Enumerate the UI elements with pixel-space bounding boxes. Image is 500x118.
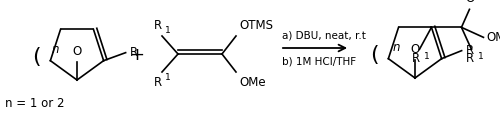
Text: 1: 1: [165, 26, 171, 35]
Text: R: R: [412, 52, 420, 65]
Text: R: R: [154, 19, 162, 32]
Text: 1: 1: [478, 52, 483, 61]
Text: 1: 1: [424, 52, 429, 61]
Text: O: O: [410, 43, 420, 56]
Text: n: n: [393, 41, 400, 54]
Text: (: (: [32, 47, 40, 67]
Text: O: O: [466, 0, 475, 5]
Text: b) 1M HCl/THF: b) 1M HCl/THF: [282, 56, 356, 66]
Text: R: R: [154, 76, 162, 89]
Text: R: R: [466, 44, 474, 57]
Text: O: O: [72, 45, 82, 58]
Text: OMe: OMe: [486, 31, 500, 44]
Text: n: n: [52, 43, 60, 56]
Text: 1: 1: [165, 73, 171, 82]
Text: +: +: [130, 46, 144, 64]
Text: OMe: OMe: [239, 76, 266, 89]
Text: R: R: [130, 46, 138, 59]
Text: (: (: [370, 45, 378, 65]
Text: a) DBU, neat, r.t: a) DBU, neat, r.t: [282, 30, 366, 40]
Text: OTMS: OTMS: [239, 19, 273, 32]
Text: n = 1 or 2: n = 1 or 2: [5, 97, 64, 110]
Text: R: R: [466, 52, 473, 65]
